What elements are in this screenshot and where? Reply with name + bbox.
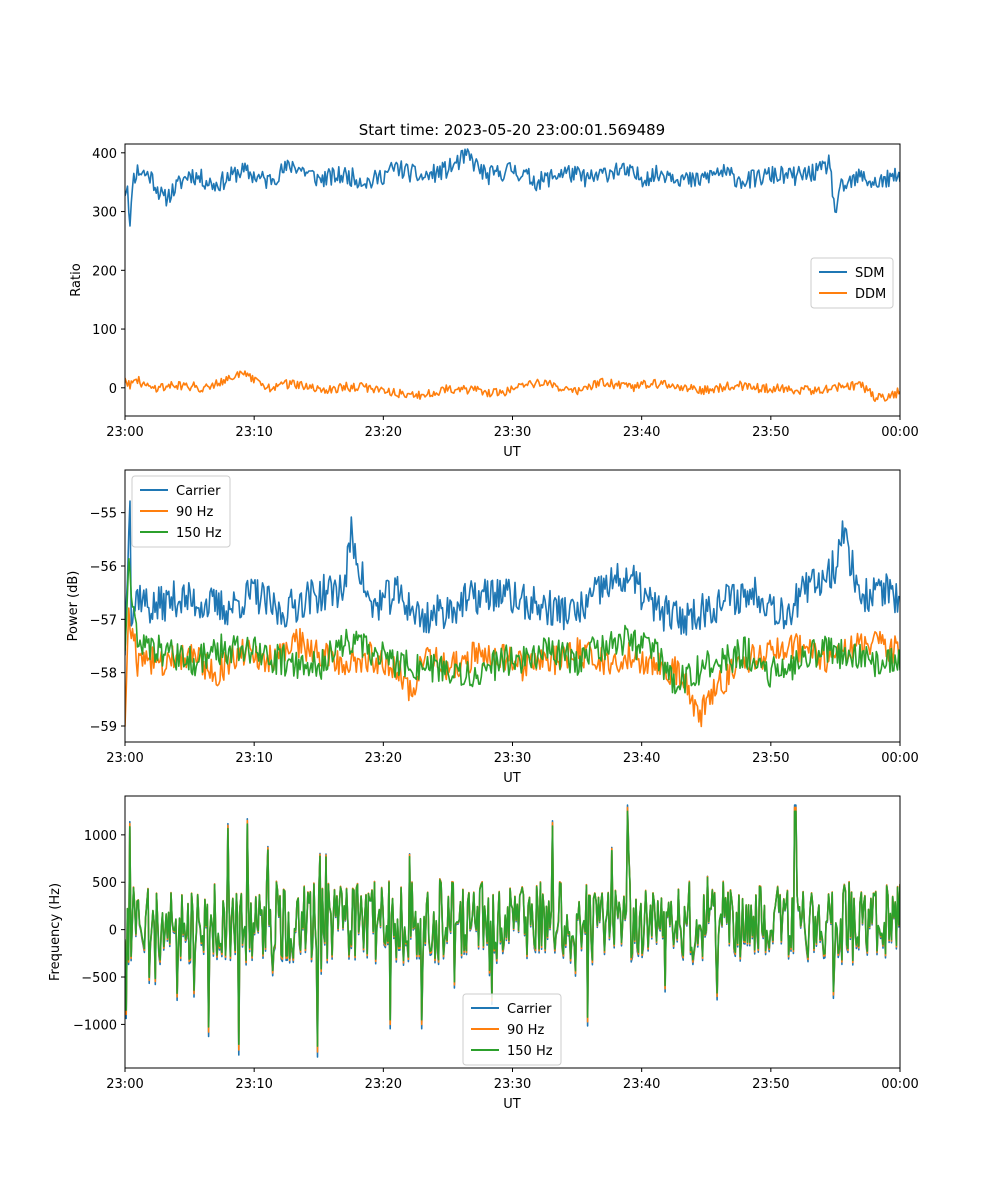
ratio-axes-frame: [124, 143, 901, 417]
panel-power: 23:00 23:10 23:20 23:30 23:40 23:50 00:00 −55 −5…: [66, 469, 919, 786]
ratio-ylabel: Ratio: [69, 263, 84, 296]
ratio-series-line-2: [125, 370, 900, 403]
power-series-line-3: [125, 557, 900, 695]
frequency-xtick-label: 23:10: [235, 1077, 272, 1092]
frequency-ytick-label: 1000: [84, 829, 117, 844]
frequency-xtick-label: 23:50: [752, 1077, 789, 1092]
frequency-xtick-label: 23:30: [494, 1077, 531, 1092]
ratio-ytick-label: 300: [92, 206, 117, 221]
power-legend-label-1: Carrier: [176, 484, 221, 499]
power-ytick-label: −59: [90, 720, 117, 735]
power-ytick-label: −57: [90, 613, 117, 628]
power-legend-box: [131, 475, 231, 548]
frequency-legend-label-1: Carrier: [507, 1002, 552, 1017]
ratio-xtick-label: 23:50: [752, 425, 789, 440]
frequency-legend-label-2: 90 Hz: [507, 1023, 544, 1038]
frequency-ytick-label: 0: [109, 924, 117, 939]
frequency-xtick-label: 23:40: [623, 1077, 660, 1092]
power-ytick-label: −55: [90, 507, 117, 522]
frequency-xlabel: UT: [503, 1097, 521, 1112]
panel-frequency: 23:00 23:10 23:20 23:30 23:40 23:50 00:00 1000 5…: [48, 795, 919, 1112]
ratio-ytick-label: 200: [92, 264, 117, 279]
ratio-xtick-label: 23:30: [494, 425, 531, 440]
ratio-plot-area: [125, 148, 900, 403]
power-legend: Carrier 90 Hz 150 Hz: [131, 475, 231, 548]
power-legend-label-3: 150 Hz: [176, 526, 222, 541]
panel-ratio: 23:00 23:10 23:20 23:30 23:40 23:50 00:00 0 100 2…: [69, 143, 919, 460]
frequency-series-line-3: [125, 810, 900, 1047]
ratio-xtick-label: 00:00: [881, 425, 918, 440]
frequency-legend-label-3: 150 Hz: [507, 1044, 553, 1059]
ratio-xtick-label: 23:10: [235, 425, 272, 440]
power-plot-area: [125, 500, 900, 728]
power-xtick-label: 23:20: [365, 751, 402, 766]
power-legend-label-2: 90 Hz: [176, 505, 213, 520]
power-xtick-label: 23:40: [623, 751, 660, 766]
ratio-legend-box: [810, 257, 894, 309]
ratio-legend-label-2: DDM: [855, 287, 886, 302]
ratio-ticks: 23:00 23:10 23:20 23:30 23:40 23:50 00:00 0 100 2…: [92, 147, 919, 440]
ratio-xtick-label: 23:20: [365, 425, 402, 440]
power-axes-frame: [124, 469, 901, 743]
frequency-legend-box: [462, 993, 562, 1066]
power-xtick-label: 00:00: [881, 751, 918, 766]
ratio-xlabel: UT: [503, 445, 521, 460]
frequency-ytick-label: −1000: [73, 1018, 117, 1033]
ratio-xtick-label: 23:00: [106, 425, 143, 440]
frequency-xtick-label: 23:20: [365, 1077, 402, 1092]
power-ylabel: Power (dB): [66, 571, 81, 642]
frequency-xtick-label: 00:00: [881, 1077, 918, 1092]
frequency-legend: Carrier 90 Hz 150 Hz: [462, 993, 562, 1066]
ratio-ytick-label: 0: [109, 382, 117, 397]
frequency-ytick-label: 500: [92, 876, 117, 891]
power-xtick-label: 23:50: [752, 751, 789, 766]
figure-title: Start time: 2023-05-20 23:00:01.569489: [359, 121, 665, 139]
power-ticks: 23:00 23:10 23:20 23:30 23:40 23:50 00:00 −55 −5…: [90, 507, 919, 766]
power-ytick-label: −58: [90, 667, 117, 682]
power-series-line-1: [125, 500, 900, 656]
frequency-xtick-label: 23:00: [106, 1077, 143, 1092]
ratio-legend-label-1: SDM: [855, 266, 884, 281]
ratio-series-line-1: [125, 148, 900, 227]
ratio-ytick-label: 100: [92, 323, 117, 338]
frequency-plot-area: [125, 804, 900, 1058]
power-series-line-2: [125, 607, 900, 728]
power-xtick-label: 23:30: [494, 751, 531, 766]
power-ytick-label: −56: [90, 560, 117, 575]
frequency-ticks: 23:00 23:10 23:20 23:30 23:40 23:50 00:00 1000 5…: [73, 829, 919, 1092]
ratio-ytick-label: 400: [92, 147, 117, 162]
power-xtick-label: 23:00: [106, 751, 143, 766]
power-xlabel: UT: [503, 771, 521, 786]
ratio-xtick-label: 23:40: [623, 425, 660, 440]
ratio-legend: SDM DDM: [810, 257, 894, 309]
power-xtick-label: 23:10: [235, 751, 272, 766]
frequency-ytick-label: −500: [81, 971, 117, 986]
frequency-ylabel: Frequency (Hz): [48, 883, 63, 981]
